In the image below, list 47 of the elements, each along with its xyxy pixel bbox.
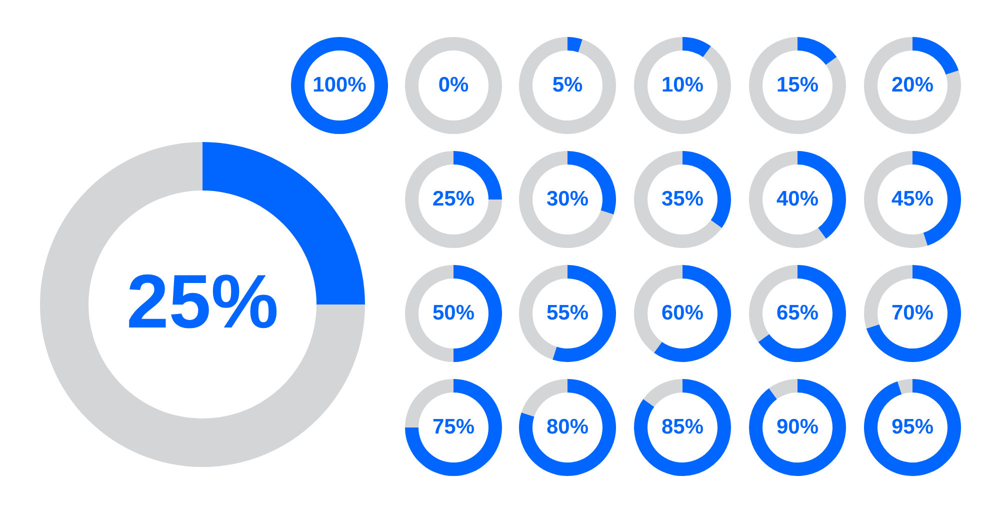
text: 95% — [890, 416, 934, 438]
text: 60% — [660, 301, 704, 324]
donut-slice — [519, 379, 616, 476]
donut-slice — [748, 37, 846, 134]
donut-slice — [748, 150, 826, 248]
donut-slice — [634, 379, 730, 476]
donut-slice — [758, 264, 846, 362]
text: 25% — [432, 187, 474, 210]
donut-slice — [866, 264, 960, 362]
text: 0% — [438, 74, 468, 96]
donut-slice — [634, 37, 730, 134]
donut-slice — [682, 37, 711, 58]
donut-slice — [642, 379, 682, 407]
donut-slice — [634, 150, 722, 248]
donut-slice — [519, 37, 616, 134]
text: 90% — [776, 416, 818, 438]
text: 10% — [660, 74, 704, 96]
donut-slice — [404, 150, 502, 248]
text: 25% — [126, 260, 279, 344]
text: 40% — [776, 187, 818, 210]
text: 45% — [890, 187, 934, 210]
donut-slice — [519, 150, 614, 248]
text: 20% — [890, 74, 934, 96]
text: 70% — [890, 301, 934, 324]
text: 50% — [432, 301, 474, 324]
donut-slice — [797, 37, 836, 65]
donut-slice — [748, 379, 846, 476]
text: 65% — [776, 301, 818, 324]
donut-slice — [404, 379, 502, 476]
text: 15% — [776, 74, 818, 96]
donut-slice — [864, 37, 960, 134]
donut-slice — [897, 379, 912, 394]
text: 85% — [660, 416, 704, 438]
text: 35% — [660, 187, 704, 210]
text: 55% — [546, 301, 589, 324]
donut-slice — [40, 142, 365, 467]
text: 100% — [312, 74, 366, 96]
donut-slice — [768, 379, 797, 400]
donut-slice — [653, 264, 730, 362]
donut-slice — [568, 37, 582, 52]
donut-slice — [864, 379, 960, 476]
donut-slice — [521, 379, 568, 417]
text: 75% — [432, 416, 474, 438]
text: 30% — [546, 187, 589, 210]
text: 80% — [546, 416, 589, 438]
text: 5% — [552, 74, 583, 96]
donut-slice — [912, 37, 958, 75]
